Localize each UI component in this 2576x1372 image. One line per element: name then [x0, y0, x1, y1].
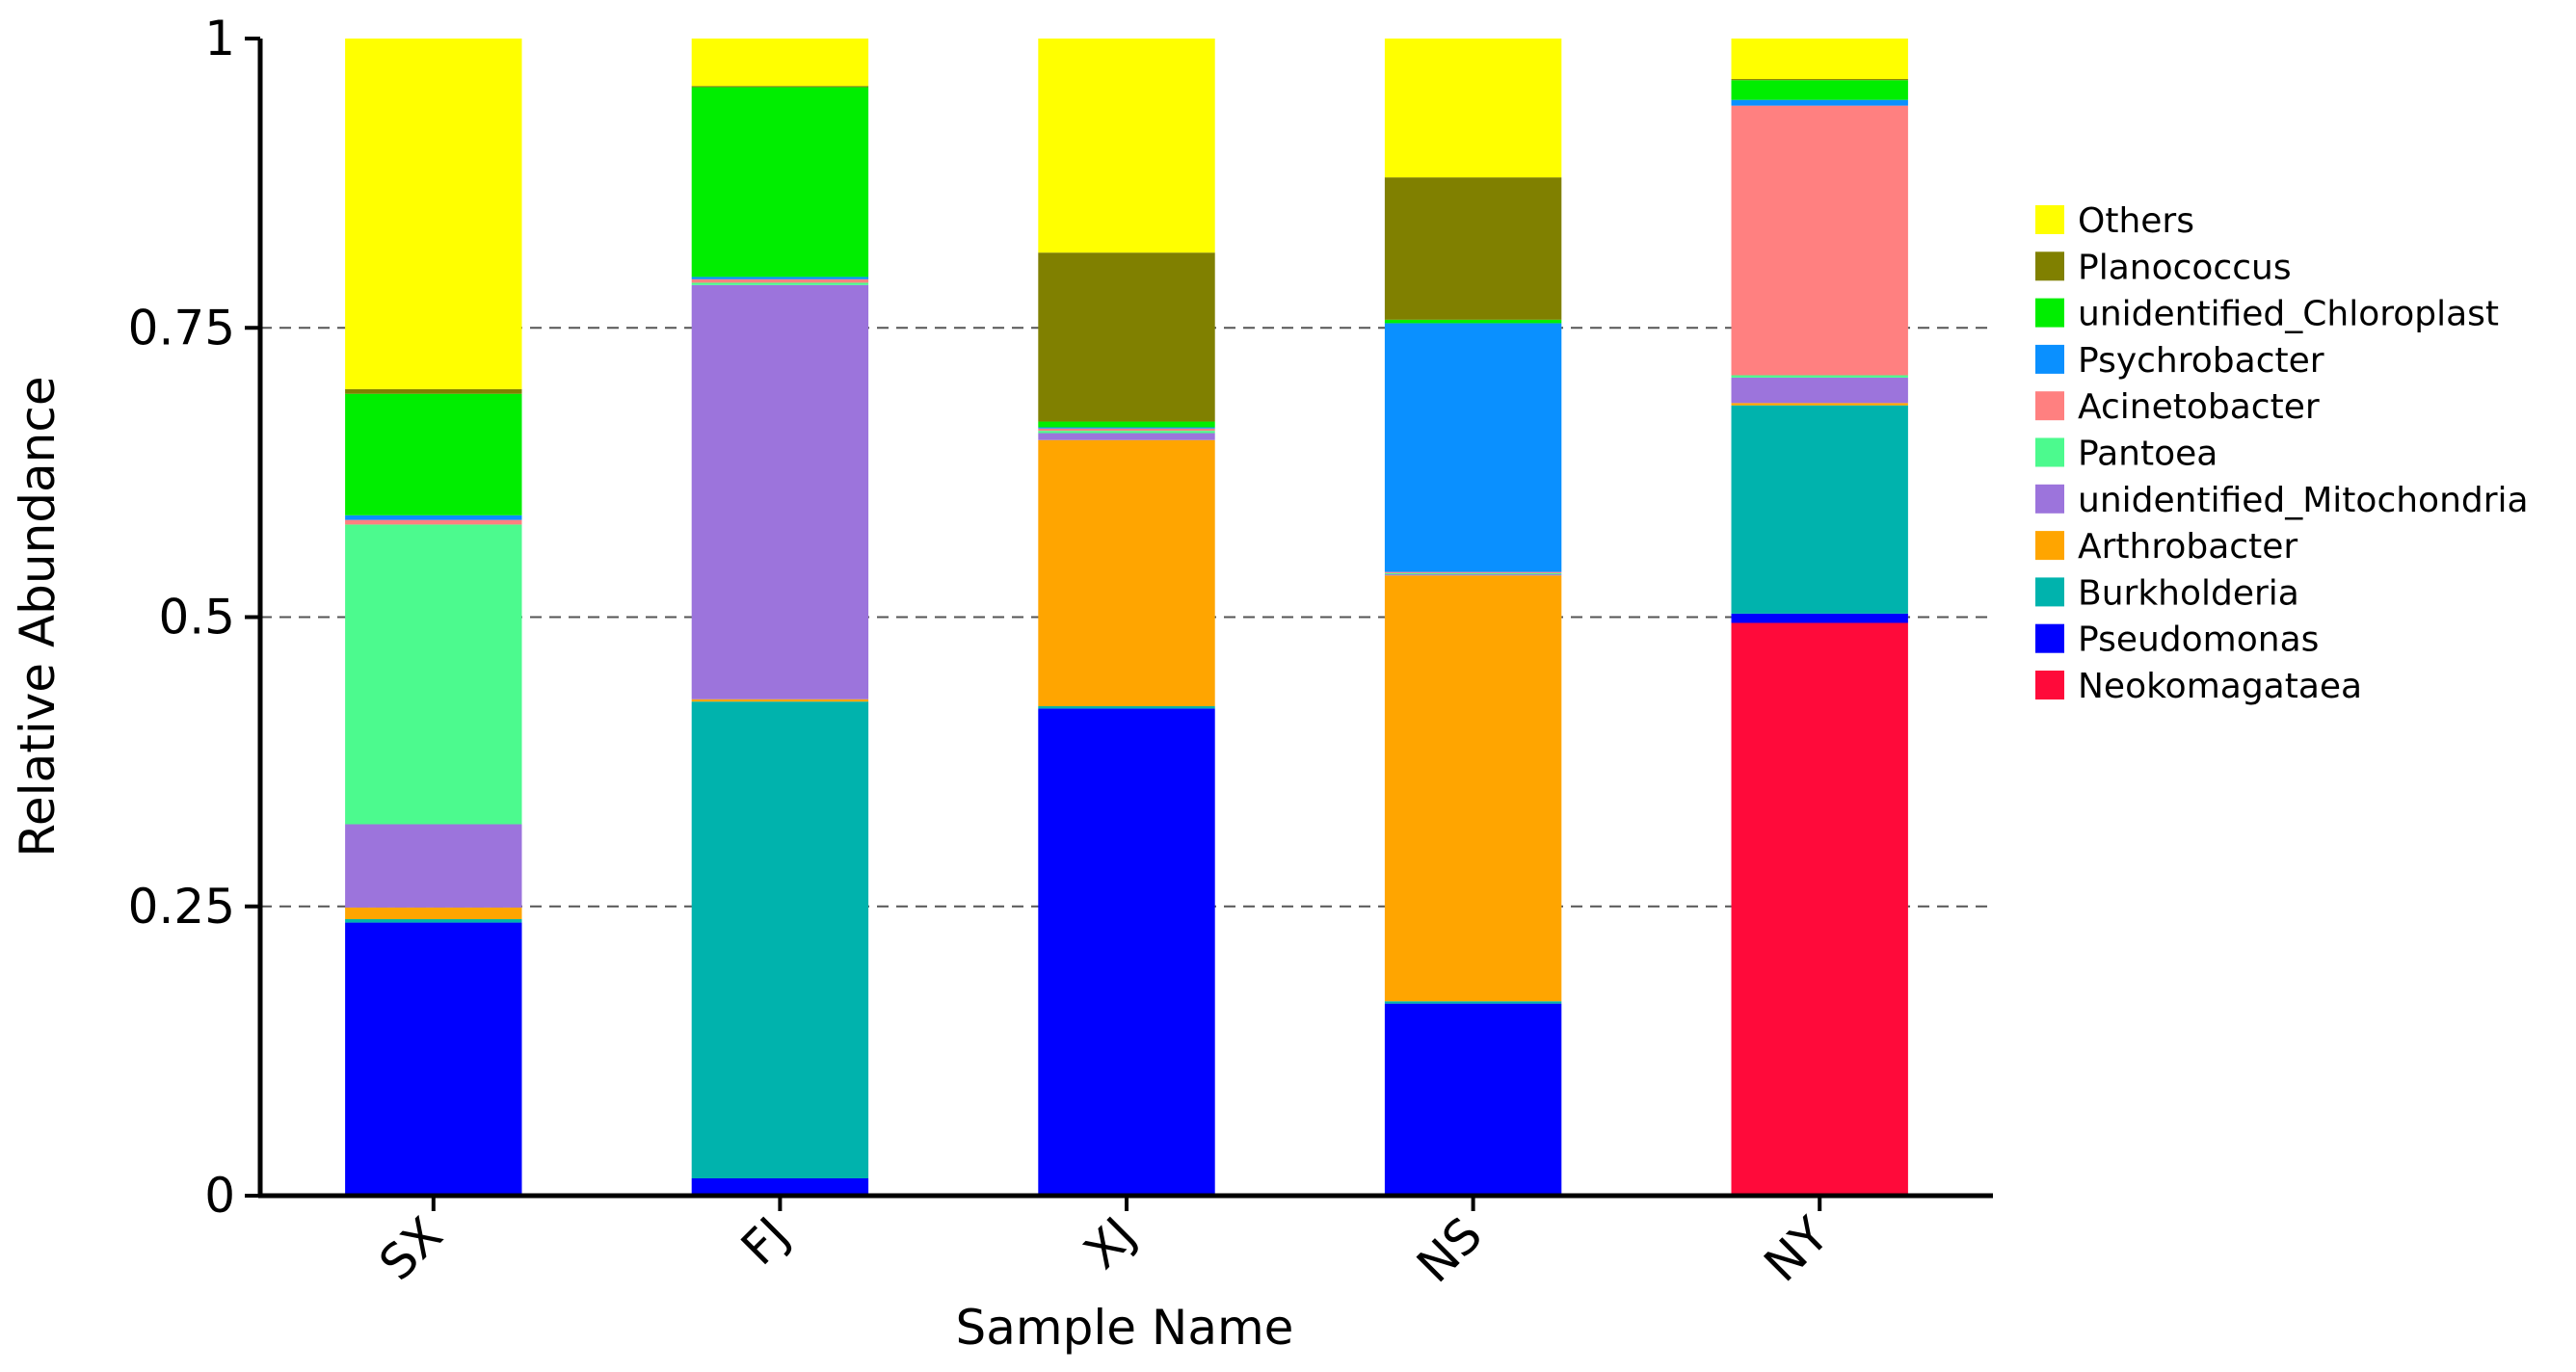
legend-label-pseudomonas: Pseudomonas	[2078, 620, 2319, 660]
legend-label-burkholderia: Burkholderia	[2078, 573, 2299, 613]
legend-swatch-acinetobacter	[2035, 391, 2064, 421]
bar-ns-unidentified-chloroplast	[1384, 319, 1562, 324]
bar-ns-unidentified-mitochondria	[1384, 574, 1562, 576]
bar-ny-pantoea	[1731, 375, 1908, 378]
bar-fj-unidentified-mitochondria	[691, 284, 869, 699]
legend-label-others: Others	[2078, 201, 2194, 241]
bar-fj-psychrobacter	[691, 277, 869, 279]
bar-fj-arthrobacter	[691, 699, 869, 702]
bar-xj-arthrobacter	[1038, 439, 1215, 706]
y-tick-label-0-75: 0.75	[128, 300, 235, 356]
bar-sx-others	[345, 39, 522, 389]
legend-swatch-planococcus	[2035, 251, 2064, 281]
bar-sx-unidentified-chloroplast	[345, 393, 522, 515]
bar-ns-acinetobacter	[1384, 571, 1562, 573]
legend-swatch-psychrobacter	[2035, 344, 2064, 374]
bar-xj-pseudomonas	[1038, 708, 1215, 1196]
bar-ns-arthrobacter	[1384, 575, 1562, 1002]
bar-ny-acinetobacter	[1731, 105, 1908, 376]
x-tick-label-sx: SX	[369, 1206, 454, 1291]
bars	[345, 39, 1908, 1196]
legend-swatch-others	[2035, 205, 2064, 234]
legend-label-neokomagataea: Neokomagataea	[2078, 667, 2362, 706]
bar-ny-psychrobacter	[1731, 99, 1908, 106]
legend: Others Planococcus unidentified_Chloroplas…	[2035, 201, 2529, 706]
bar-ns-pseudomonas	[1384, 1003, 1562, 1196]
legend-label-pantoea: Pantoea	[2078, 435, 2217, 474]
bar-sx-burkholderia	[345, 918, 522, 923]
y-tick-label-0-5: 0.5	[158, 590, 235, 646]
bar-fj-planococcus	[691, 86, 869, 88]
x-tick-label-ny: NY	[1754, 1206, 1840, 1292]
bar-xj-planococcus	[1038, 252, 1215, 422]
bar-ns-planococcus	[1384, 177, 1562, 320]
bar-sx-pantoea	[345, 524, 522, 825]
bar-ns-pantoea	[1384, 572, 1562, 575]
bar-xj-psychrobacter	[1038, 427, 1215, 429]
bar-fj-unidentified-chloroplast	[691, 87, 869, 277]
bar-sx-unidentified-mitochondria	[345, 824, 522, 908]
legend-swatch-pseudomonas	[2035, 623, 2064, 653]
x-axis-title: Sample Name	[956, 1300, 1294, 1356]
bar-xj-others	[1038, 39, 1215, 253]
bar-sx-planococcus	[345, 388, 522, 394]
bar-sx-arthrobacter	[345, 907, 522, 919]
legend-label-acinetobacter: Acinetobacter	[2078, 387, 2320, 427]
bar-fj-others	[691, 39, 869, 87]
bar-ny-unidentified-mitochondria	[1731, 377, 1908, 404]
legend-swatch-arthrobacter	[2035, 531, 2064, 561]
y-tick-label-0-25: 0.25	[128, 879, 235, 935]
bar-fj-pseudomonas	[691, 1177, 869, 1196]
bar-ns-burkholderia	[1384, 1001, 1562, 1004]
y-tick-label-0: 0	[204, 1168, 235, 1224]
bar-ny-arthrobacter	[1731, 403, 1908, 406]
y-tick-label-1: 1	[204, 11, 235, 66]
bar-ns-psychrobacter	[1384, 323, 1562, 572]
x-tick-label-xj: XJ	[1074, 1206, 1147, 1280]
legend-swatch-pantoea	[2035, 437, 2064, 467]
bar-xj-unidentified-mitochondria	[1038, 433, 1215, 440]
x-tick-label-ns: NS	[1406, 1206, 1493, 1293]
y-axis-title: Relative Abundance	[10, 376, 66, 857]
x-tick-label-fj: FJ	[730, 1206, 800, 1276]
legend-label-unidentified-mitochondria: unidentified_Mitochondria	[2078, 481, 2529, 520]
bar-ny-planococcus	[1731, 79, 1908, 81]
bar-ny-unidentified-chloroplast	[1731, 80, 1908, 100]
bar-fj-acinetobacter	[691, 278, 869, 283]
legend-swatch-neokomagataea	[2035, 671, 2064, 699]
legend-label-arthrobacter: Arthrobacter	[2078, 527, 2297, 567]
legend-label-unidentified-chloroplast: unidentified_Chloroplast	[2078, 295, 2499, 334]
bar-sx-psychrobacter	[345, 514, 522, 520]
legend-swatch-unidentified-chloroplast	[2035, 298, 2064, 328]
x-axis-ticks: SX FJ XJ NS NY	[369, 1196, 1840, 1293]
legend-label-psychrobacter: Psychrobacter	[2078, 341, 2324, 381]
bar-xj-acinetobacter	[1038, 428, 1215, 432]
bar-ny-others	[1731, 39, 1908, 80]
bar-ny-neokomagataea	[1731, 622, 1908, 1196]
bar-fj-burkholderia	[691, 701, 869, 1178]
bar-xj-unidentified-chloroplast	[1038, 421, 1215, 428]
bar-ny-pseudomonas	[1731, 613, 1908, 623]
legend-swatch-unidentified-mitochondria	[2035, 484, 2064, 514]
bar-ns-others	[1384, 39, 1562, 178]
bar-sx-pseudomonas	[345, 922, 522, 1196]
bar-xj-burkholderia	[1038, 705, 1215, 709]
legend-swatch-burkholderia	[2035, 577, 2064, 607]
bar-xj-pantoea	[1038, 431, 1215, 434]
bar-ny-burkholderia	[1731, 405, 1908, 614]
bar-sx-acinetobacter	[345, 519, 522, 525]
bar-fj-pantoea	[691, 282, 869, 285]
legend-label-planococcus: Planococcus	[2078, 248, 2292, 287]
y-axis-ticks: 0 0.25 0.5 0.75 1	[128, 11, 260, 1224]
